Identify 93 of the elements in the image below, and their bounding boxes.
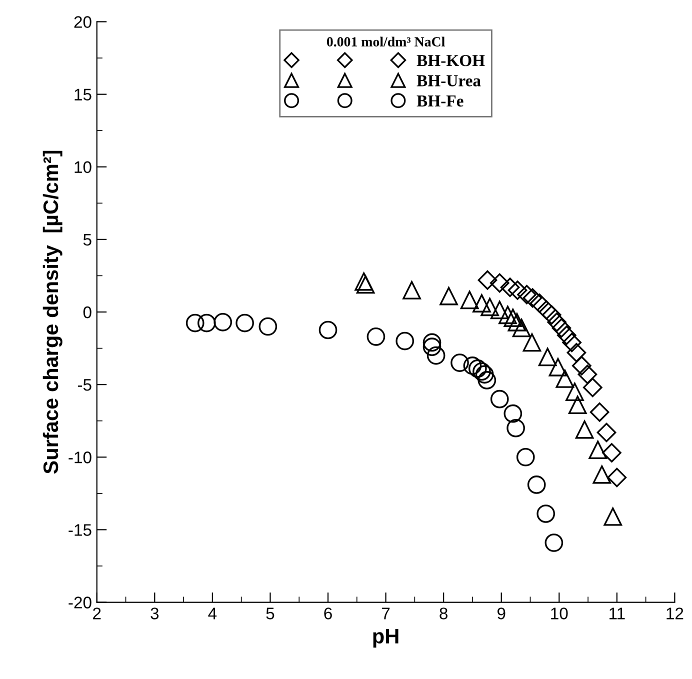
x-tick-label: 8 xyxy=(440,608,448,620)
point xyxy=(504,308,522,327)
point xyxy=(607,468,627,488)
x-tick-label: 2 xyxy=(93,608,101,620)
point xyxy=(366,328,386,346)
point xyxy=(572,356,592,376)
point xyxy=(468,359,487,378)
point xyxy=(536,504,556,523)
point xyxy=(186,314,204,332)
point xyxy=(478,371,496,390)
point xyxy=(258,317,278,336)
point xyxy=(556,370,574,388)
y-tick-label: 5 xyxy=(83,234,92,246)
point xyxy=(508,312,526,332)
point xyxy=(490,390,509,408)
y-tick-label: 0 xyxy=(83,306,92,318)
legend-title: 0.001 mol/dm³ NaCl xyxy=(326,36,445,47)
legend-label: BH-Urea xyxy=(416,75,481,86)
x-tick-label: 12 xyxy=(666,608,684,620)
point xyxy=(508,280,528,300)
point xyxy=(440,286,458,306)
point xyxy=(552,318,572,338)
x-tick-label: 5 xyxy=(266,608,274,620)
legend-label: BH-KOH xyxy=(416,54,485,66)
point xyxy=(556,326,576,345)
x-tick-label: 4 xyxy=(208,608,217,620)
y-tick-label: -5 xyxy=(78,379,92,391)
point xyxy=(596,422,616,442)
point xyxy=(236,314,254,332)
y-axis-title: Surface charge density [µC/cm²] xyxy=(42,150,62,474)
point xyxy=(475,365,494,384)
y-tick-label: -20 xyxy=(68,596,92,608)
point xyxy=(500,278,520,297)
point xyxy=(566,382,584,401)
point xyxy=(522,333,542,352)
point xyxy=(592,465,612,484)
point xyxy=(506,418,525,438)
point xyxy=(548,358,568,376)
point xyxy=(214,312,232,332)
point xyxy=(422,338,442,356)
point xyxy=(197,314,216,332)
point xyxy=(582,378,602,398)
point xyxy=(530,294,550,313)
y-tick-label: 10 xyxy=(74,161,92,174)
point xyxy=(422,333,442,352)
point xyxy=(547,312,566,332)
x-tick-label: 3 xyxy=(150,608,159,620)
point xyxy=(604,507,622,526)
point xyxy=(402,281,421,300)
y-tick-label: 15 xyxy=(74,88,92,100)
point xyxy=(516,448,535,466)
x-axis-title: pH xyxy=(373,628,398,648)
legend-label: BH-Fe xyxy=(416,96,464,107)
x-tick-label: 11 xyxy=(610,608,625,620)
x-tick-label: 10 xyxy=(551,608,568,620)
point xyxy=(480,298,499,316)
point xyxy=(538,348,557,366)
point xyxy=(396,332,414,350)
point xyxy=(426,346,446,365)
point xyxy=(542,305,562,325)
point xyxy=(566,342,586,362)
y-tick-label: -15 xyxy=(68,524,92,536)
point xyxy=(354,272,373,291)
y-tick-label: -10 xyxy=(68,452,92,464)
point xyxy=(450,354,469,372)
point xyxy=(578,364,598,384)
point xyxy=(460,290,479,310)
point xyxy=(568,396,587,414)
x-tick-label: 7 xyxy=(382,608,390,620)
point xyxy=(472,362,491,381)
y-tick-label: 20 xyxy=(74,16,92,28)
point xyxy=(522,288,542,308)
point xyxy=(544,534,564,552)
x-tick-label: 9 xyxy=(498,608,506,620)
point xyxy=(356,275,375,294)
point xyxy=(527,476,546,494)
point xyxy=(512,318,531,338)
point xyxy=(588,440,608,460)
point xyxy=(498,306,517,324)
point xyxy=(463,356,482,375)
point xyxy=(490,300,509,320)
point xyxy=(318,320,338,340)
point xyxy=(478,270,498,290)
point xyxy=(472,294,491,312)
point xyxy=(590,402,610,422)
x-tick-label: 6 xyxy=(324,608,332,620)
point xyxy=(562,332,582,352)
point xyxy=(517,284,536,304)
point xyxy=(575,420,594,439)
point xyxy=(602,443,622,462)
point xyxy=(504,404,522,423)
point xyxy=(536,300,556,320)
point xyxy=(490,273,510,293)
